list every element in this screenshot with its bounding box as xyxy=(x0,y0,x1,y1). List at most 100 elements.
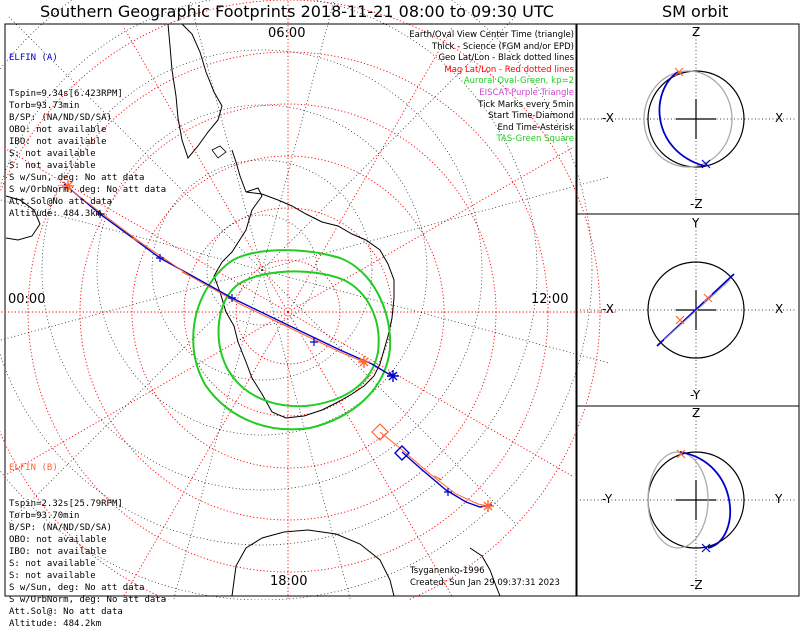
legend-entry: EISCAT-Purple Triangle xyxy=(479,87,574,98)
elfin-a-line: S w/OrbNorm, deg: No att data xyxy=(9,185,167,195)
elfin-a-line: Tspin=9.34s[6.423RPM] xyxy=(9,89,123,99)
geo-longitude-line xyxy=(261,15,517,271)
sm-earth-circle xyxy=(647,261,745,359)
geo-longitude-line xyxy=(261,176,610,271)
elfin-a-tick-mark xyxy=(156,254,164,262)
polar-map xyxy=(0,0,618,600)
auroral-oval-outer xyxy=(192,249,392,431)
sm-axis-label: -Y xyxy=(690,388,701,402)
geo-longitude-line xyxy=(173,269,263,600)
antarctic-peninsula xyxy=(231,149,247,193)
elfin-b-line: Torb=93.70min xyxy=(9,511,80,521)
geo-longitude-line xyxy=(261,0,335,271)
elfin-b-line: S w/Sun, deg: No att data xyxy=(9,583,145,593)
model-label: Tsyganenko-1996 xyxy=(410,566,485,576)
elfin-a-line: B/SP: (NA/ND/SD/SA) xyxy=(9,113,112,123)
africa-coastline xyxy=(5,195,41,241)
sm-center-cross xyxy=(676,99,716,139)
sm-axis-label: -Z xyxy=(690,197,703,211)
sm-axis-label: -X xyxy=(602,302,614,316)
map-legend: Earth/Oval View Center Time (triangle) Th… xyxy=(409,30,574,146)
legend-entry: Geo Lat/Lon - Black dotted lines xyxy=(438,53,574,64)
sm-xz-marker xyxy=(701,159,711,169)
elfin-a-tick-mark xyxy=(228,294,236,302)
elfin-b-line: Att.Sol@: No att data xyxy=(9,607,123,617)
sm-orbit-panels xyxy=(580,29,796,590)
lt-label-right: 12:00 xyxy=(531,292,569,307)
elfin-a-line: Altitude: 484.3km xyxy=(9,209,102,219)
geo-longitude-line xyxy=(261,269,517,525)
antarctica-coastline xyxy=(213,187,395,419)
elfin-b-tick-mark xyxy=(181,271,191,277)
mag-longitude-line xyxy=(287,146,575,313)
sm-yz-marker xyxy=(701,543,711,553)
legend-entry: Earth/Oval View Center Time (triangle) xyxy=(409,30,574,40)
elfin-b-tick-mark xyxy=(281,323,291,329)
elfin-a-line: S: not available xyxy=(9,161,96,171)
auroral-oval-inner xyxy=(217,270,380,408)
elfin-a-info: ELFIN (A) Tspin=9.34s[6.423RPM] Torb=93.7… xyxy=(9,28,166,232)
sm-center-cross xyxy=(676,480,716,520)
sm-xy-marker xyxy=(675,315,685,325)
elfin-a-line: Att.Sol@No att data xyxy=(9,197,112,207)
sm-orbit-elfin-a-xy xyxy=(656,273,735,347)
sm-orbit-elfin-b-xy xyxy=(663,279,731,341)
elfin-b-track-asterisk xyxy=(62,180,74,192)
sm-axis-label: -Y xyxy=(602,492,613,506)
elfin-b-end-asterisk xyxy=(358,356,370,368)
elfin-a-end-asterisk xyxy=(387,370,399,382)
lt-label-left: 00:00 xyxy=(8,292,46,307)
elfin-b-line: OBO: not available xyxy=(9,535,107,545)
elfin-a-tick-mark xyxy=(444,488,452,496)
elfin-b-line: Tspin=2.32s[25.79RPM] xyxy=(9,499,123,509)
elfin-b-lines: Tspin=2.32s[25.79RPM] Torb=93.70min B/SP: … xyxy=(9,498,166,630)
sm-panel-frame-yz xyxy=(576,405,800,597)
legend-entry: TAS-Green Square xyxy=(496,134,575,145)
map-frame xyxy=(4,23,577,597)
elfin-a-line: Torb=93.73min xyxy=(9,101,80,111)
elfin-b-tick-mark xyxy=(433,475,443,481)
elfin-a-lines: Tspin=9.34s[6.423RPM] Torb=93.73min B/SP: … xyxy=(9,88,166,220)
sm-axis-label: -X xyxy=(602,111,614,125)
mag-longitude-line xyxy=(287,25,454,313)
footprint-figure xyxy=(0,0,800,600)
elfin-a-line: IBO: not available xyxy=(9,137,107,147)
geo-latitude-circle xyxy=(41,49,483,491)
elfin-b-line: S w/OrbNorm, deg: No att data xyxy=(9,595,167,605)
mag-longitude-line xyxy=(287,311,454,599)
south-america-coastline xyxy=(167,23,223,160)
legend-entry: Auroral Oval-Green, kp=2 xyxy=(463,76,574,87)
legend-entry: End Time-Asterisk xyxy=(497,122,574,133)
geo-longitude-line xyxy=(0,199,263,271)
elfin-a-track-segment xyxy=(401,451,493,508)
geo-latitude-circle xyxy=(0,0,538,546)
elfin-b-line: S: not available xyxy=(9,571,96,581)
sm-axis-label: Z xyxy=(692,25,701,39)
mag-longitude-line xyxy=(1,146,289,313)
geo-longitude-line xyxy=(189,0,263,271)
sm-orbit-title: SM orbit xyxy=(662,2,729,21)
elfin-b-track-segment xyxy=(379,431,489,507)
mag-longitude-line xyxy=(287,311,575,478)
sm-axis-label: X xyxy=(775,111,784,125)
geo-longitude-line xyxy=(7,269,263,525)
geo-longitude-line xyxy=(0,269,263,341)
mag-longitude-line xyxy=(1,311,289,478)
elfin-b-line: IBO: not available xyxy=(9,547,107,557)
elfin-a-name: ELFIN (A) xyxy=(9,53,58,63)
elfin-a-line: S w/Sun, deg: No att data xyxy=(9,173,145,183)
sm-orbit-elfin-b-xz xyxy=(643,70,733,168)
sm-orbit-elfin-a-yz xyxy=(679,451,732,549)
elfin-b-info: ELFIN (B) Tspin=2.32s[25.79RPM] Torb=93.7… xyxy=(9,438,166,642)
elfin-a-line: OBO: not available xyxy=(9,125,107,135)
elfin-a-tick-mark xyxy=(310,338,318,346)
elfin-b-name: ELFIN (B) xyxy=(9,463,58,473)
sm-axis-label: Y xyxy=(775,492,783,506)
elfin-b-line: B/SP: (NA/ND/SD/SA) xyxy=(9,523,112,533)
geo-longitude-line xyxy=(261,269,351,600)
elfin-b-start-diamond xyxy=(371,423,389,441)
sm-axis-label: Z xyxy=(692,406,701,420)
mag-latitude-circle xyxy=(0,0,601,600)
sm-orbit-elfin-a-xz xyxy=(658,71,705,167)
sm-xy-marker xyxy=(703,293,713,303)
